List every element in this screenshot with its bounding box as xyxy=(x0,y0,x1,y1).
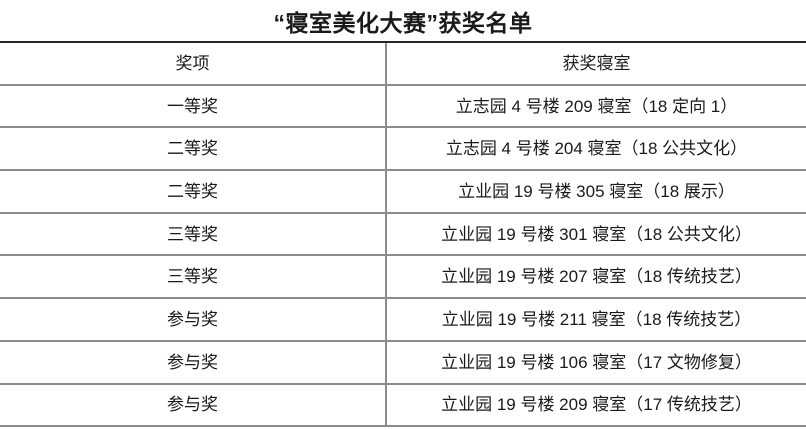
page-title: “寝室美化大赛”获奖名单 xyxy=(273,9,533,36)
room-cell: 立业园 19 号楼 209 寝室（17 传统技艺） xyxy=(441,395,752,415)
table-row: 一等奖 立志园 4 号楼 209 寝室（18 定向 1） xyxy=(0,85,806,129)
award-cell: 一等奖 xyxy=(0,85,387,127)
room-cell: 立志园 4 号楼 209 寝室（18 定向 1） xyxy=(455,96,738,116)
table-row: 参与奖 立业园 19 号楼 106 寝室（17 文物修复） xyxy=(0,341,806,385)
awards-table: 奖项 获奖寝室 一等奖 立志园 4 号楼 209 寝室（18 定向 1） 二等奖… xyxy=(0,41,806,428)
column-header-award: 奖项 xyxy=(0,43,387,84)
table-row: 参与奖 立业园 19 号楼 211 寝室（18 传统技艺） xyxy=(0,299,806,342)
award-cell: 参与奖 xyxy=(0,341,387,383)
table-row: 二等奖 立业园 19 号楼 305 寝室（18 展示） xyxy=(0,171,806,214)
award-cell: 参与奖 xyxy=(0,299,387,340)
award-cell: 三等奖 xyxy=(0,256,387,298)
room-cell: 立业园 19 号楼 301 寝室（18 公共文化） xyxy=(441,224,752,244)
award-cell: 三等奖 xyxy=(0,213,387,255)
award-cell: 二等奖 xyxy=(0,171,387,212)
room-cell: 立业园 19 号楼 211 寝室（18 传统技艺） xyxy=(441,309,752,329)
table-row: 参与奖 立业园 19 号楼 209 寝室（17 传统技艺） xyxy=(0,384,806,428)
table-row: 三等奖 立业园 19 号楼 301 寝室（18 公共文化） xyxy=(0,213,806,257)
award-cell: 二等奖 xyxy=(0,128,387,170)
table-header-row: 奖项 获奖寝室 xyxy=(0,43,806,86)
room-cell: 立业园 19 号楼 305 寝室（18 展示） xyxy=(458,181,735,201)
room-cell: 立志园 4 号楼 204 寝室（18 公共文化） xyxy=(445,139,748,159)
table-row: 三等奖 立业园 19 号楼 207 寝室（18 传统技艺） xyxy=(0,256,806,300)
award-cell: 参与奖 xyxy=(0,384,387,426)
room-cell: 立业园 19 号楼 207 寝室（18 传统技艺） xyxy=(441,267,752,287)
column-header-room: 获奖寝室 xyxy=(562,53,631,73)
room-cell: 立业园 19 号楼 106 寝室（17 文物修复） xyxy=(441,352,752,372)
table-row: 二等奖 立志园 4 号楼 204 寝室（18 公共文化） xyxy=(0,128,806,172)
